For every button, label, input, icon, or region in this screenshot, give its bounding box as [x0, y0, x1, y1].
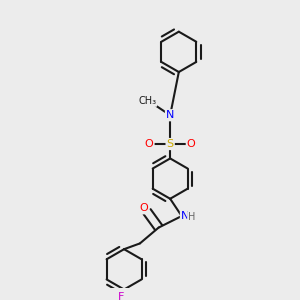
Text: O: O — [144, 139, 153, 149]
Text: S: S — [167, 139, 174, 149]
Text: N: N — [182, 211, 190, 221]
Text: O: O — [138, 204, 147, 214]
Text: O: O — [187, 139, 196, 149]
Text: O: O — [139, 203, 148, 213]
Text: H: H — [188, 212, 196, 222]
Text: O: O — [145, 139, 154, 149]
Text: H: H — [189, 212, 196, 223]
Text: N: N — [166, 110, 174, 120]
Text: N: N — [181, 211, 189, 221]
Text: S: S — [167, 139, 174, 149]
Text: CH₃: CH₃ — [138, 96, 156, 106]
Text: N: N — [166, 110, 174, 120]
Text: O: O — [188, 139, 196, 149]
Text: F: F — [117, 292, 123, 300]
Text: F: F — [117, 292, 124, 300]
